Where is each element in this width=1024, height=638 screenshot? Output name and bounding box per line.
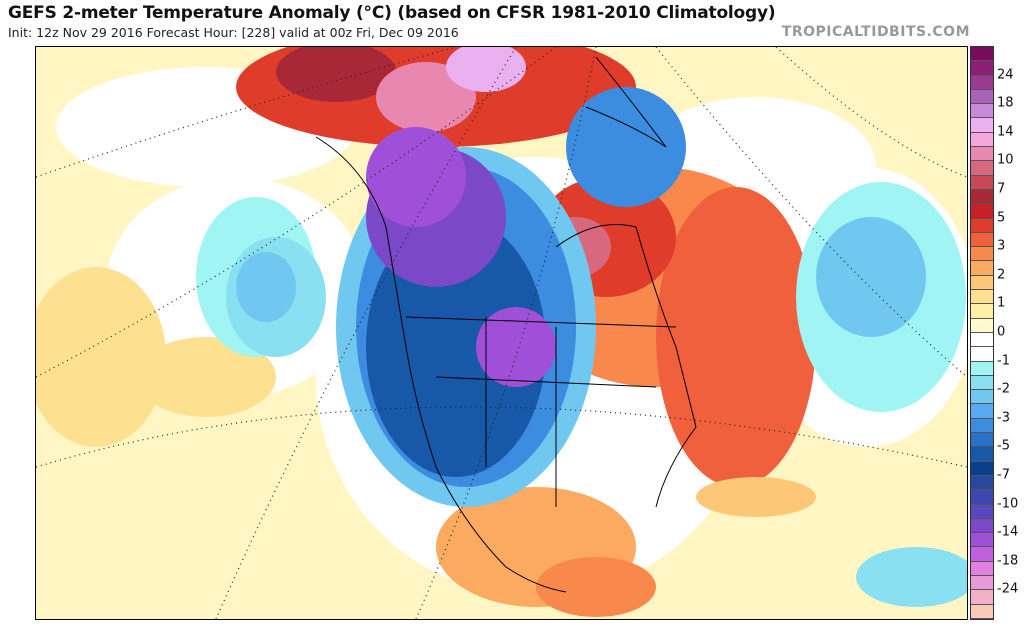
colorbar-label: -2 (997, 381, 1010, 397)
colorbar-label: 5 (997, 210, 1006, 226)
colorbar-swatch (971, 504, 993, 519)
colorbar-swatch (971, 204, 993, 219)
colorbar-swatch (971, 304, 993, 319)
colorbar-label: 3 (997, 238, 1006, 254)
colorbar-swatch (971, 89, 993, 105)
colorbar-label: -14 (997, 524, 1019, 540)
colorbar-label: 24 (997, 67, 1014, 83)
colorbar-swatch (971, 332, 993, 348)
colorbar-swatch (971, 318, 993, 333)
colorbar-swatch (971, 533, 993, 548)
coastlines (315, 56, 697, 593)
colorbar-label: -3 (997, 410, 1010, 426)
colorbar-label: 7 (997, 181, 1006, 197)
colorbar-labels: 24 18 14 10 7 5 3 2 1 0 -1 -2 -3 -5 -7 -10 -14 -18 -24 (997, 46, 1024, 618)
colorbar-label: -10 (997, 496, 1019, 512)
colorbar-label: 2 (997, 267, 1006, 283)
colorbar-swatch (971, 290, 993, 305)
colorbar (970, 46, 994, 620)
colorbar-swatch (971, 261, 993, 276)
colorbar-swatch (971, 189, 993, 205)
brand-watermark: TROPICALTIDBITS.COM (781, 24, 970, 40)
colorbar-swatch (971, 561, 993, 576)
colorbar-label: -24 (997, 581, 1019, 597)
colorbar-label: 1 (997, 295, 1006, 311)
colorbar-swatch (971, 361, 993, 376)
temperature-anomaly-map (35, 46, 968, 620)
colorbar-swatch (971, 404, 993, 419)
colorbar-swatch (971, 175, 993, 190)
colorbar-swatch (971, 418, 993, 434)
colorbar-swatch (971, 375, 993, 391)
colorbar-swatch (971, 161, 993, 176)
map-subtitle: Init: 12z Nov 29 2016 Forecast Hour: [22… (8, 25, 459, 40)
colorbar-swatch (971, 347, 993, 362)
colorbar-swatch (971, 232, 993, 248)
map-canvas (36, 47, 967, 619)
colorbar-label: 10 (997, 152, 1014, 168)
colorbar-swatch (971, 132, 993, 148)
colorbar-swatch (971, 275, 993, 291)
colorbar-swatch (971, 218, 993, 233)
colorbar-swatch (971, 590, 993, 605)
colorbar-swatch (971, 518, 993, 534)
colorbar-swatch (971, 147, 993, 162)
colorbar-swatch (971, 104, 993, 119)
map-title: GEFS 2-meter Temperature Anomaly (°C) (b… (8, 3, 776, 23)
colorbar-swatch (971, 604, 993, 619)
colorbar-swatch (971, 461, 993, 476)
colorbar-swatch (971, 447, 993, 462)
colorbar-swatch (971, 75, 993, 90)
colorbar-label: -18 (997, 553, 1019, 569)
colorbar-swatch (971, 490, 993, 505)
colorbar-swatch (971, 247, 993, 262)
colorbar-label: 18 (997, 95, 1014, 111)
colorbar-label: -1 (997, 353, 1010, 369)
colorbar-swatch (971, 390, 993, 405)
colorbar-label: 0 (997, 324, 1006, 340)
colorbar-swatch (971, 475, 993, 491)
colorbar-swatch (971, 575, 993, 591)
colorbar-swatch (971, 433, 993, 448)
colorbar-label: -5 (997, 438, 1010, 454)
colorbar-label: 14 (997, 124, 1014, 140)
graticule (36, 47, 967, 619)
cold-anomalies (196, 87, 967, 607)
colorbar-swatch (971, 47, 993, 62)
colorbar-swatch (971, 61, 993, 76)
colorbar-swatch (971, 547, 993, 562)
colorbar-label: -7 (997, 467, 1010, 483)
colorbar-swatch (971, 118, 993, 133)
